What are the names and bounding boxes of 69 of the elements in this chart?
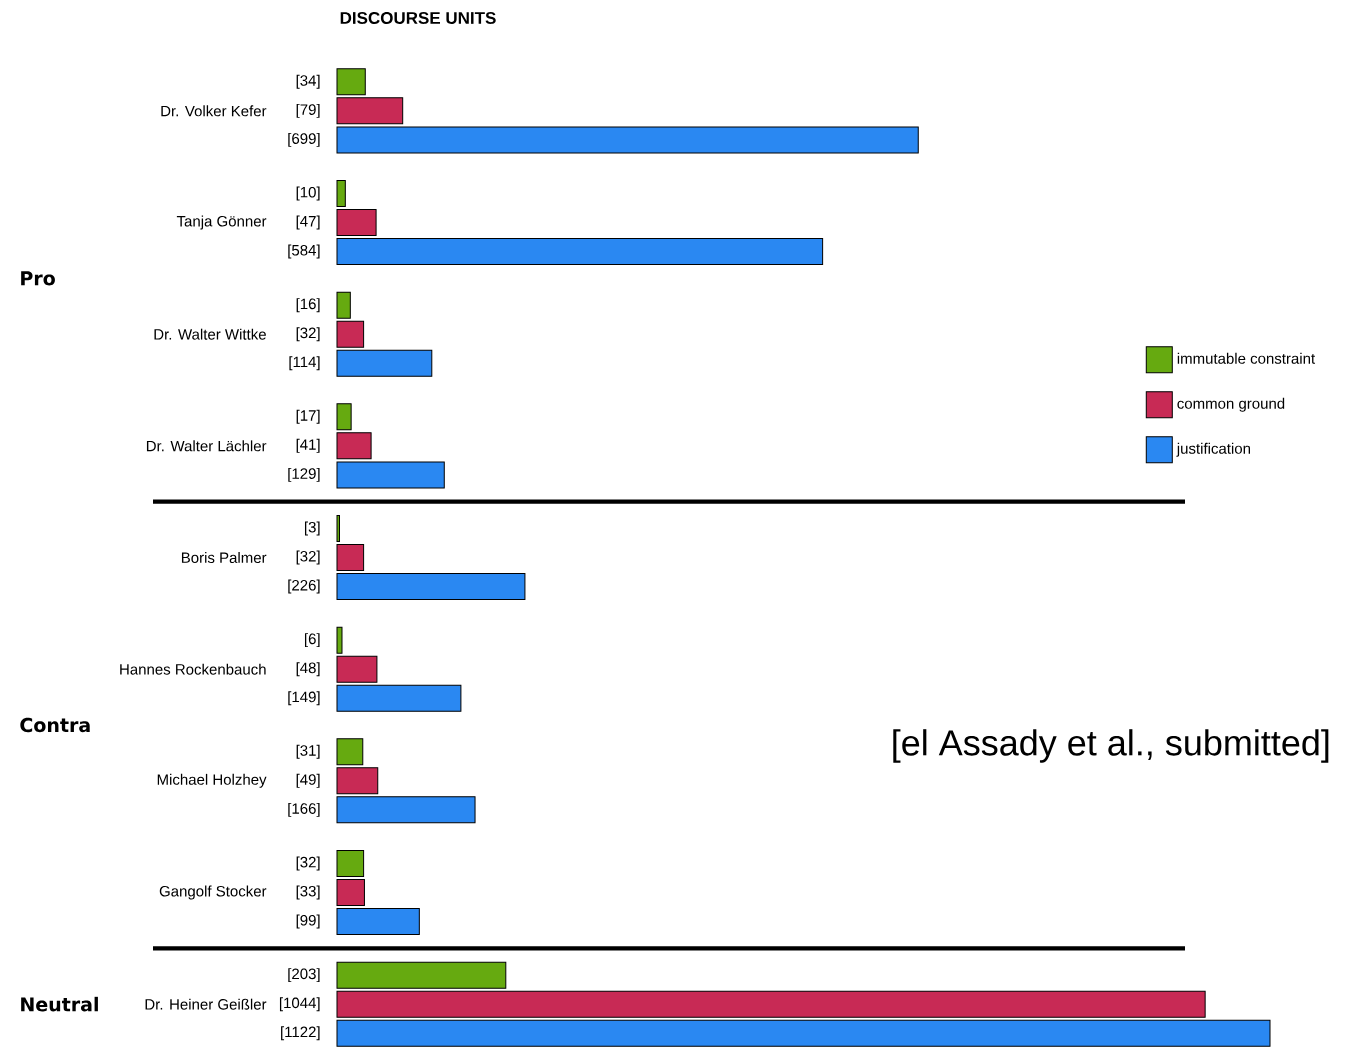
bar — [336, 1019, 1271, 1047]
bar — [336, 961, 507, 989]
annotation: [el Assady et al., submitted] — [893, 729, 1329, 763]
legend-label: immutable constraint — [1177, 352, 1316, 364]
data-label: [32] — [296, 327, 320, 342]
legend-label: justification — [1176, 442, 1250, 457]
bar — [336, 879, 365, 906]
bar — [336, 238, 824, 266]
data-label: [17] — [296, 409, 320, 424]
y-tick-label: Dr. Walter Wittke — [154, 328, 266, 340]
data-label: [1044] — [279, 997, 320, 1012]
bar — [336, 796, 476, 824]
bar — [336, 320, 365, 348]
bar — [336, 209, 377, 237]
y-tick-label: Tanja Gönner — [176, 215, 267, 230]
text: Pro — [21, 271, 55, 286]
data-label: [584] — [288, 244, 320, 259]
bar — [336, 349, 433, 377]
data-label: [99] — [296, 914, 320, 929]
data-label: [32] — [296, 550, 320, 565]
data-label: [34] — [296, 74, 320, 89]
bar — [336, 767, 379, 795]
y-tick-label: Gangolf Stocker — [159, 885, 267, 900]
data-label: [129] — [288, 467, 320, 482]
data-label: [49] — [296, 773, 320, 788]
data-label: [203] — [288, 968, 320, 983]
y-tick-label: Dr. Volker Kefer — [161, 105, 267, 117]
data-label: [166] — [288, 802, 320, 817]
data-label: [1122] — [281, 1026, 320, 1041]
bar — [336, 626, 343, 654]
bar — [336, 461, 445, 489]
data-label: [48] — [296, 662, 320, 677]
data-label: [226] — [288, 579, 320, 594]
bar — [336, 68, 366, 96]
bar — [336, 291, 351, 319]
bar — [336, 655, 378, 683]
data-label: [149] — [288, 691, 320, 706]
y-tick-label: Dr. Walter Lächler — [146, 440, 267, 452]
bar — [336, 544, 365, 572]
data-label: [41] — [296, 438, 320, 453]
data-label: [114] — [289, 356, 320, 371]
bar — [336, 179, 346, 207]
bar — [336, 908, 420, 936]
y-tick-label: Boris Palmer — [181, 552, 267, 564]
data-label: [699] — [288, 132, 320, 147]
y-tick-label: Dr. Heiner Geißler — [145, 998, 267, 1010]
y-tick-label: Hannes Rockenbauch — [120, 663, 266, 675]
data-label: [79] — [296, 103, 320, 118]
bar — [336, 514, 340, 542]
bar — [336, 738, 364, 766]
bar — [336, 849, 365, 877]
bar — [336, 684, 462, 712]
data-label: [3] — [304, 521, 320, 536]
bar — [336, 432, 372, 460]
text: Contra — [20, 717, 90, 733]
chart-title: DISCOURSE UNITS — [340, 11, 496, 24]
y-tick-label: Michael Holzhey — [157, 773, 267, 788]
legend-label: common ground — [1177, 397, 1285, 412]
bar — [336, 990, 1206, 1018]
bar — [336, 403, 352, 431]
data-label: [10] — [296, 186, 320, 201]
data-label: [6] — [304, 633, 320, 648]
data-label: [16] — [296, 298, 320, 313]
data-label: [47] — [296, 215, 320, 230]
data-label: [33] — [296, 885, 320, 900]
text: Neutral — [21, 996, 98, 1012]
bar — [336, 573, 526, 601]
data-label: [32] — [296, 856, 320, 871]
data-label: [31] — [296, 744, 320, 759]
